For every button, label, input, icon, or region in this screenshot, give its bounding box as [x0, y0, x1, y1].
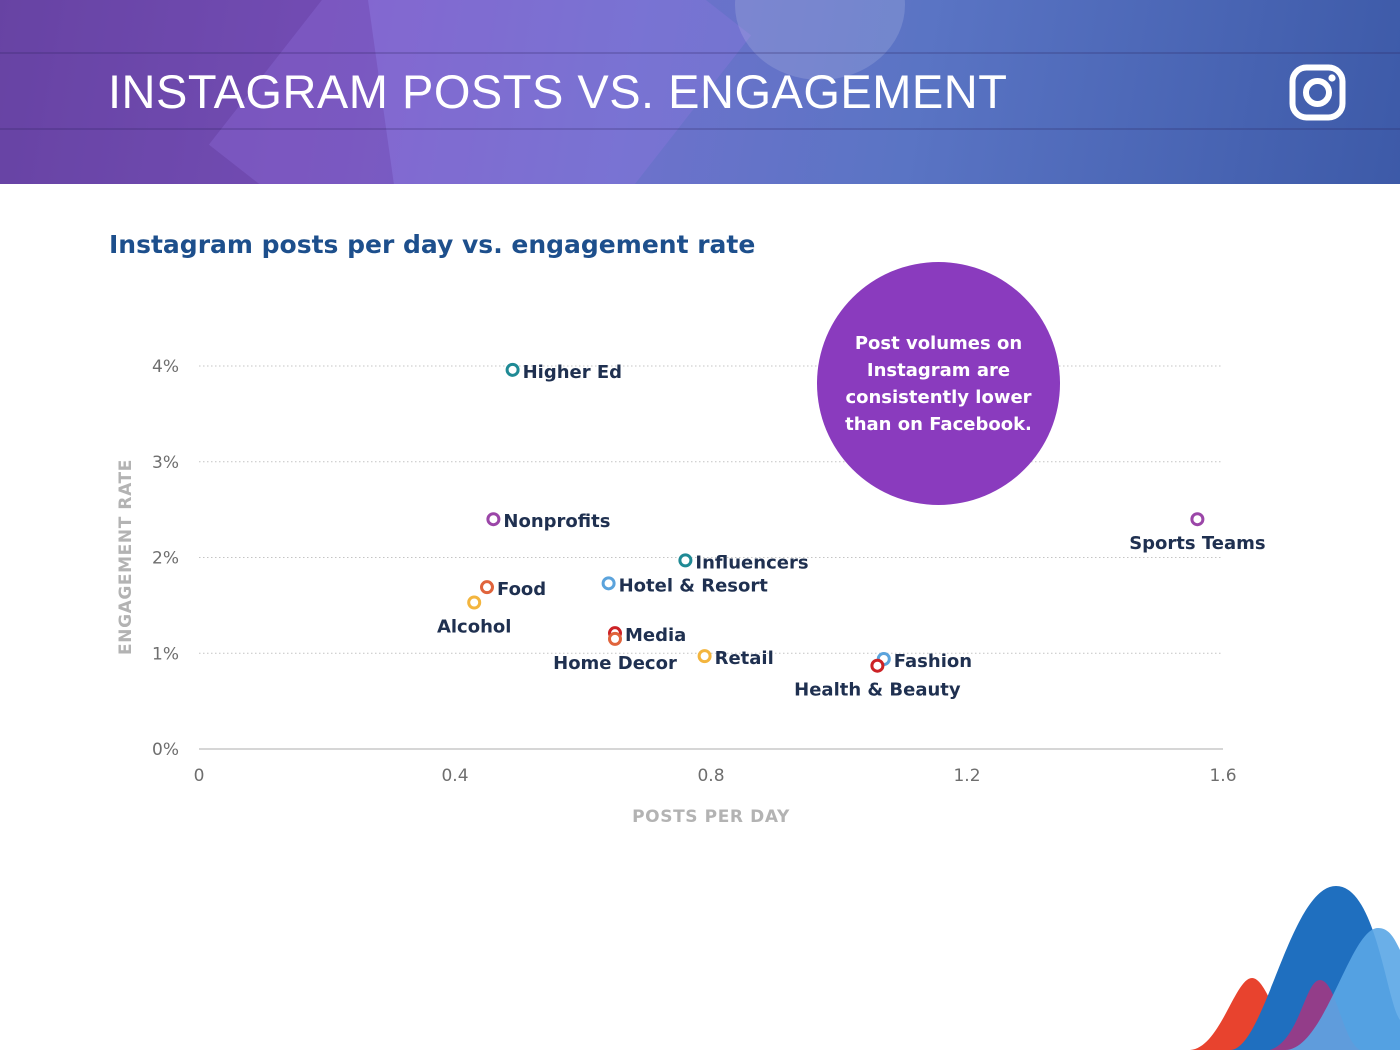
x-tick-label: 0 — [194, 766, 205, 786]
data-label: Home Decor — [553, 653, 677, 674]
data-point — [870, 658, 885, 673]
x-tick-label: 0.4 — [441, 766, 468, 786]
callout-bubble: Post volumes on Instagram are consistent… — [817, 262, 1060, 505]
x-tick-label: 1.2 — [953, 766, 980, 786]
data-point — [480, 580, 494, 595]
data-point — [601, 576, 616, 591]
y-tick-label: 1% — [152, 644, 179, 664]
y-tick-label: 4% — [152, 357, 179, 377]
callout-text: Post volumes on Instagram are consistent… — [845, 332, 1032, 435]
x-axis-title: POSTS PER DAY — [632, 807, 790, 827]
data-label: Health & Beauty — [794, 680, 961, 701]
data-label: Influencers — [695, 552, 808, 573]
data-label: Food — [497, 579, 546, 600]
y-tick-label: 3% — [152, 453, 179, 473]
x-tick-label: 0.8 — [697, 766, 724, 786]
x-tick-label: 1.6 — [1209, 766, 1236, 786]
data-point — [467, 595, 482, 610]
data-point — [608, 631, 622, 646]
data-point — [486, 512, 501, 527]
data-label: Nonprofits — [503, 511, 610, 532]
data-label: Sports Teams — [1129, 533, 1265, 554]
data-label: Alcohol — [437, 617, 512, 638]
y-tick-label: 0% — [152, 740, 179, 760]
data-label: Hotel & Resort — [619, 575, 769, 596]
data-point — [678, 553, 693, 568]
data-label: Fashion — [894, 651, 972, 672]
instagram-icon — [1289, 64, 1346, 121]
data-label: Retail — [715, 648, 774, 669]
data-label: Media — [625, 625, 686, 646]
y-axis-title: ENGAGEMENT RATE — [116, 459, 136, 655]
decorative-waves — [1190, 886, 1400, 1050]
banner-texture — [0, 128, 1400, 130]
chart-title: Instagram posts per day vs. engagement r… — [109, 230, 756, 259]
page-title: INSTAGRAM POSTS VS. ENGAGEMENT — [108, 65, 1008, 118]
data-label: Higher Ed — [523, 362, 622, 383]
y-tick-label: 2% — [152, 549, 179, 569]
header-banner: INSTAGRAM POSTS VS. ENGAGEMENT — [0, 0, 1400, 184]
data-point — [697, 649, 712, 664]
banner-texture — [0, 52, 1400, 54]
data-point — [505, 362, 520, 377]
data-point — [1190, 512, 1205, 527]
